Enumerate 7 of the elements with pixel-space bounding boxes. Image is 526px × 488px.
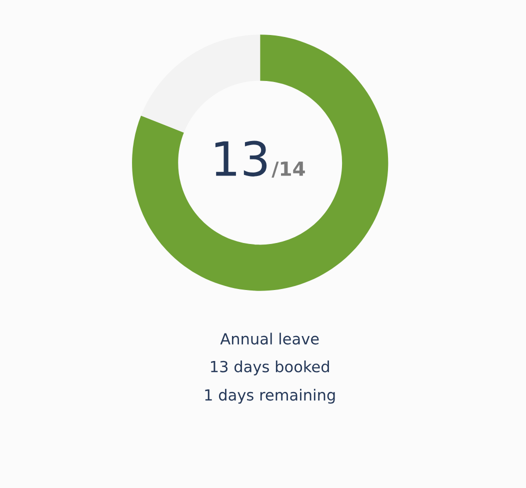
text: /14 [272, 162, 305, 178]
text: Annual leave [220, 332, 319, 345]
text: 13 days booked [211, 360, 329, 376]
text: 1 days remaining [205, 388, 335, 404]
donut-slice [141, 34, 260, 133]
text: 13 [215, 140, 267, 176]
donut-slice [132, 34, 388, 291]
